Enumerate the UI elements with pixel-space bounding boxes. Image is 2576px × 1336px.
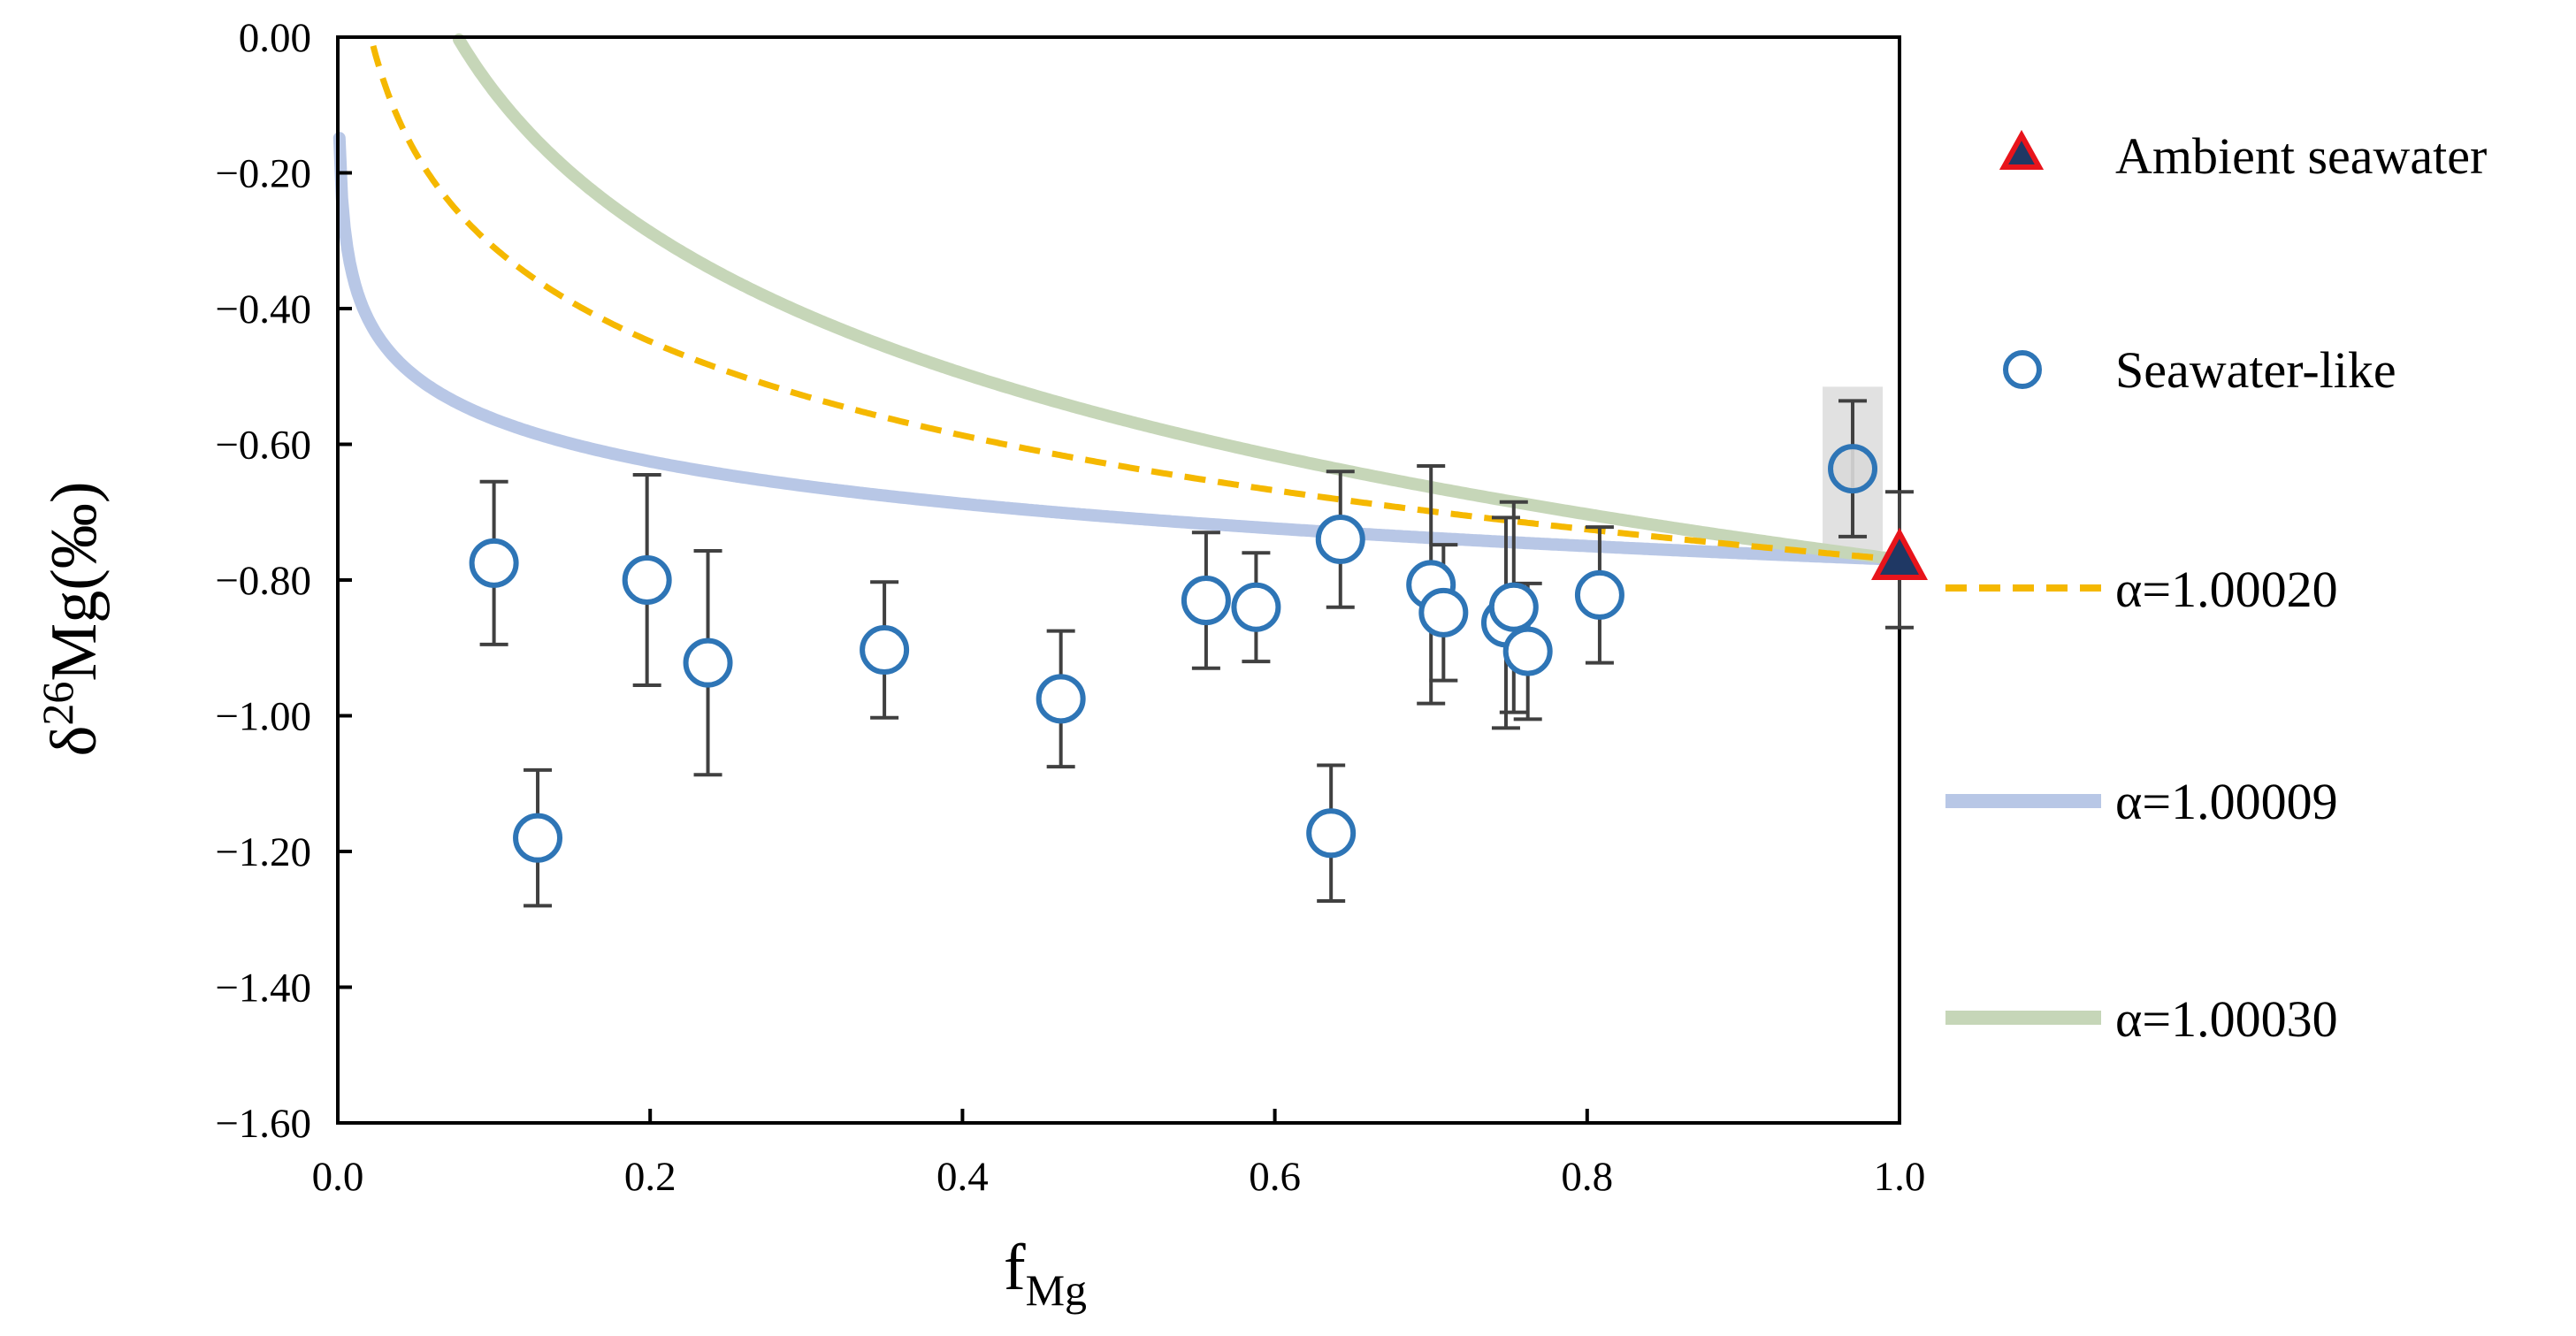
x-tick-label: 0.8 <box>1561 1154 1613 1200</box>
fractionation-curves <box>333 33 1906 566</box>
legend-circle-marker <box>2003 350 2042 389</box>
legend-item-alpha-1.00009: α=1.00009 <box>1945 773 2338 830</box>
y-tick-label: −0.40 <box>215 286 311 332</box>
seawater-like-point <box>1306 808 1357 859</box>
legend-label-alpha-1.00009: α=1.00009 <box>2115 773 2338 830</box>
seawater-like-point <box>860 625 910 676</box>
y-axis-title-prefix: δ <box>38 726 111 757</box>
y-tick-label: −0.20 <box>215 151 311 197</box>
x-axis-title-main: f <box>1004 1232 1026 1304</box>
legend-triangle-marker <box>1999 129 2045 170</box>
legend-item-alpha-1.00020: α=1.00020 <box>1945 561 2338 618</box>
y-axis-title: δ26Mg(‰) <box>33 482 111 757</box>
legend-item-seawater-like: Seawater-like <box>2003 341 2396 399</box>
seawater-like-point <box>683 637 733 688</box>
seawater-like-point <box>513 813 563 863</box>
y-tick-label: −1.60 <box>215 1101 311 1147</box>
legend-label-ambient-seawater: Ambient seawater <box>2115 127 2487 185</box>
seawater-like-point <box>1502 626 1553 676</box>
legend-label-alpha-1.00020: α=1.00020 <box>2115 561 2338 618</box>
x-tick-label: 0.6 <box>1249 1154 1301 1200</box>
axis-ticks: 0.0 0.2 0.4 0.6 0.8 1.0 0.00 −0.20 −0.40 −0.60 −0.… <box>215 15 1925 1200</box>
y-axis-title-main: Mg(‰) <box>38 482 111 682</box>
x-axis-title-sub: Mg <box>1026 1265 1087 1315</box>
x-tick-label: 0.2 <box>624 1154 676 1200</box>
x-tick-label: 1.0 <box>1874 1154 1926 1200</box>
seawater-like-point <box>1574 569 1624 620</box>
seawater-like-point <box>1418 587 1469 637</box>
y-tick-label: −1.20 <box>215 829 311 875</box>
seawater-like-point <box>469 538 519 588</box>
y-axis-title-sup: 26 <box>33 682 82 726</box>
seawater-like-point <box>1488 582 1539 632</box>
seawater-like-point <box>622 555 672 605</box>
x-axis-title: fMg <box>1004 1232 1087 1315</box>
x-tick-label: 0.0 <box>312 1154 364 1200</box>
legend-item-ambient-seawater: Ambient seawater <box>1999 127 2487 185</box>
y-tick-label: −1.40 <box>215 966 311 1012</box>
seawater-like-point <box>1181 576 1231 626</box>
y-tick-label: 0.00 <box>239 15 311 61</box>
legend-label-alpha-1.00030: α=1.00030 <box>2115 990 2338 1048</box>
y-tick-label: −0.80 <box>215 558 311 604</box>
seawater-like-point <box>1231 582 1281 632</box>
y-tick-label: −0.60 <box>215 423 311 469</box>
seawater-like-point <box>1315 514 1365 564</box>
seawater-like-point <box>1828 444 1878 494</box>
curve-alpha-1.00009 <box>333 132 1906 566</box>
legend-item-alpha-1.00030: α=1.00030 <box>1945 990 2338 1048</box>
plot-frame <box>336 35 1901 1125</box>
legend-label-seawater-like: Seawater-like <box>2115 341 2396 399</box>
x-tick-label: 0.4 <box>936 1154 989 1200</box>
legend: Ambient seawater Seawater-like α=1.00020… <box>1945 127 2487 1048</box>
data-markers <box>469 444 1929 863</box>
y-tick-label: −1.00 <box>215 694 311 740</box>
seawater-like-point <box>1036 674 1086 724</box>
curve-alpha-1.00030 <box>453 33 1906 566</box>
ambient-seawater-point <box>1870 527 1929 580</box>
curve-alpha-1.00020 <box>370 45 1900 563</box>
